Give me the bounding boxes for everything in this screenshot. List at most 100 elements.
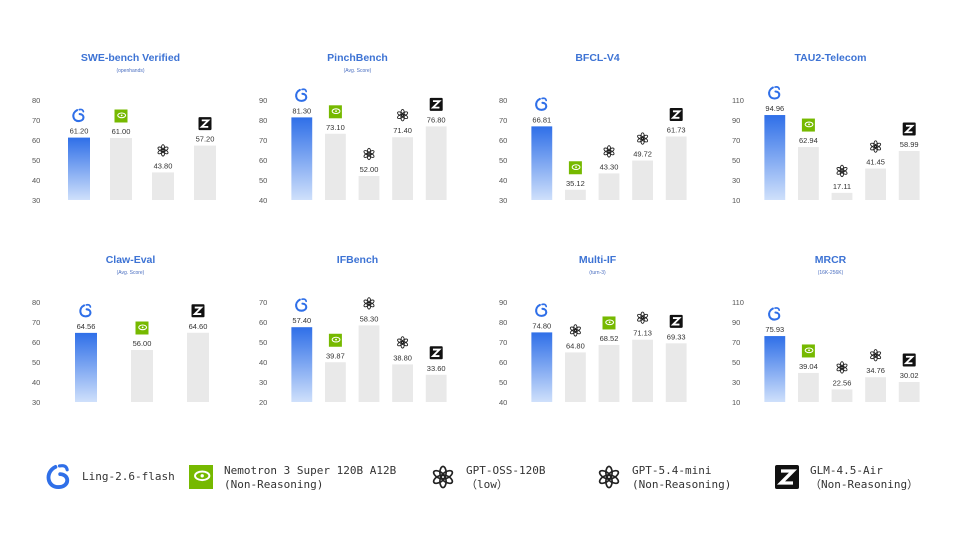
y-tick-label: 50 [32,358,40,367]
bar-nemotron [797,147,819,200]
bar-gptmini [865,168,887,200]
chart-panel: PinchBench (Avg. Score) 40 50 60 70 80 90 81.30 7… [245,50,470,240]
bar-nemotron [598,344,620,402]
bar-value-label: 57.20 [196,135,215,144]
y-tick-label: 60 [499,136,507,145]
bar-ling [531,126,553,200]
bar-value-label: 22.56 [833,378,852,387]
y-tick-label: 60 [32,338,40,347]
bar-value-label: 39.04 [799,362,818,371]
y-tick-label: 30 [32,196,40,205]
chart-subtitle: (openhands) [116,68,145,74]
openai-logo-icon [432,465,454,489]
y-tick-label: 50 [732,358,740,367]
zhipu-z-logo-icon [772,462,802,492]
openai-logo-icon [637,311,649,324]
y-tick-label: 90 [259,96,267,105]
chart-title: SWE-bench Verified [80,52,181,64]
bar-value-label: 39.87 [326,351,345,360]
chart-title: BFCL-V4 [575,52,620,64]
bar-value-label: 35.12 [566,179,585,188]
bar-ling [531,332,553,402]
nvidia-logo-icon [189,465,213,489]
bar-value-label: 49.72 [633,150,652,159]
bar-ling [291,117,313,200]
y-tick-label: 40 [499,176,507,185]
zhipu-z-logo-icon [775,465,799,489]
y-tick-label: 60 [32,136,40,145]
y-tick-label: 50 [32,156,40,165]
ling-swirl-icon [295,298,308,312]
ling-swirl-icon-svg [46,464,70,489]
y-tick-label: 30 [259,378,267,387]
nvidia-logo-icon-svg [189,465,213,489]
y-tick-label: 60 [499,358,507,367]
openai-logo-icon [428,462,458,492]
chart-panel: Claw-Eval (Avg. Score) 30 40 50 60 70 80 64.56 56… [18,252,243,442]
openai-logo-icon [594,462,624,492]
chart-plot: 40 50 60 70 80 90 81.30 73.10 52.00 71.40 76.80 [259,88,447,205]
nvidia-logo-icon [568,161,582,175]
openai-logo-icon [363,297,375,310]
chart-title: PinchBench [327,52,388,64]
bar-value-label: 30.02 [900,371,919,380]
chart-subtitle: (Avg. Score) [116,270,145,276]
y-tick-label: 60 [259,318,267,327]
chart-plot: 10 30 50 70 90 110 75.93 39.04 22.56 34.76 30.02 [732,298,920,407]
bar-nemotron [324,133,346,200]
y-tick-label: 30 [499,196,507,205]
ling-swirl-icon [72,108,85,123]
bar-value-label: 43.80 [154,161,173,170]
y-tick-label: 40 [499,398,507,407]
y-tick-label: 40 [259,196,267,205]
bar-gptoss [831,389,853,402]
openai-logo-icon [836,164,848,178]
chart-panel: IFBench 20 30 40 50 60 70 57.40 39.87 58.30 38.80 3… [245,252,470,442]
chart-subtitle: (turn-3) [589,270,606,276]
legend-note: (Non-Reasoning) [632,478,732,491]
legend-label: GPT-OSS-120B [466,464,546,477]
y-tick-label: 10 [732,398,740,407]
bar-value-label: 56.00 [133,339,152,348]
y-tick-label: 50 [259,176,267,185]
y-tick-label: 80 [259,116,267,125]
legend-label: Nemotron 3 Super 120B A12B [224,464,397,477]
y-tick-label: 70 [499,116,507,125]
bar-value-label: 75.93 [765,325,784,334]
y-tick-label: 20 [259,398,267,407]
nvidia-logo-icon [328,105,342,119]
bar-nemotron [797,372,819,402]
legend-label: GLM-4.5-Air [810,464,883,477]
y-tick-label: 40 [32,378,40,387]
openai-logo-icon [603,145,615,158]
legend-note: （low） [466,478,508,491]
y-tick-label: 90 [499,298,507,307]
y-tick-label: 110 [732,298,744,307]
bar-value-label: 58.99 [900,140,919,149]
bar-value-label: 61.20 [70,127,89,136]
bar-glm [425,374,447,402]
bar-ling [764,336,786,402]
bar-value-label: 57.40 [292,316,311,325]
chart-title: MRCR [814,254,847,266]
y-tick-label: 70 [32,318,40,327]
zhipu-z-logo-icon [669,108,683,122]
bar-gptoss [831,192,853,200]
bar-ling [68,137,90,200]
openai-logo-icon [363,147,375,161]
ling-swirl-icon [535,303,548,317]
chart-title: IFBench [336,254,379,266]
chart-panel: MRCR (16K-256K) 10 30 50 70 90 110 75.93 39.04 22.… [718,252,943,442]
chart-plot: 30 40 50 60 70 80 66.81 35.12 43.30 49.72 61.73 [499,96,687,205]
bar-glm [425,126,447,200]
y-tick-label: 50 [732,156,740,165]
ling-swirl-icon [44,462,74,492]
y-tick-label: 70 [32,116,40,125]
chart-title: TAU2-Telecom [794,52,867,64]
nvidia-logo-icon [801,344,815,358]
bar-glm [898,151,920,200]
bar-value-label: 94.96 [765,104,784,113]
openai-logo-icon [397,109,409,122]
nvidia-logo-icon [602,316,616,330]
bar-value-label: 76.80 [427,115,446,124]
